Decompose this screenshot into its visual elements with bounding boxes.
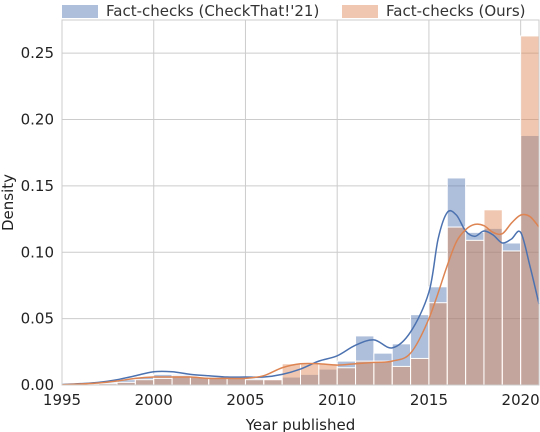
y-tick-label-0.10: 0.10 — [21, 243, 54, 261]
bar-series1-2019 — [501, 250, 522, 386]
legend-label-checkthat: Fact-checks (CheckThat!'21) — [106, 2, 320, 20]
bar-series1-2009 — [318, 363, 338, 386]
bars-layer — [61, 35, 540, 386]
y-axis-title: Density — [0, 174, 17, 231]
bar-series1-2013 — [391, 365, 412, 386]
y-tick-label-0.00: 0.00 — [21, 376, 54, 394]
x-tick-label-2015: 2015 — [410, 391, 448, 409]
y-tick-labels: 0.00 0.05 0.10 0.15 0.20 0.25 — [21, 44, 54, 394]
x-tick-label-2020: 2020 — [502, 391, 540, 409]
kde-line-series1 — [61, 213, 540, 386]
bar-series1-2008 — [300, 363, 320, 386]
bar-series1-2020 — [520, 35, 540, 386]
bar-series1-2000 — [153, 377, 173, 386]
y-tick-label-0.20: 0.20 — [21, 111, 54, 129]
bar-series1-2003 — [208, 377, 228, 386]
bar-series1-2005 — [244, 379, 265, 386]
y-tick-label-0.05: 0.05 — [21, 310, 54, 328]
bar-series1-2014 — [410, 357, 430, 386]
kde-line-series0 — [61, 209, 540, 386]
x-tick-label-2010: 2010 — [318, 391, 356, 409]
legend-item-checkthat: Fact-checks (CheckThat!'21) — [62, 2, 319, 20]
legend-swatch-ours — [342, 4, 378, 18]
plot-frame — [61, 19, 540, 386]
x-axis-title: Year published — [245, 416, 355, 432]
bar-series1-2012 — [373, 360, 393, 386]
legend-swatch-checkthat — [62, 4, 98, 18]
legend-label-ours: Fact-checks (Ours) — [386, 2, 526, 20]
bar-series1-2017 — [465, 239, 485, 386]
x-tick-label-1995: 1995 — [43, 391, 81, 409]
bar-series1-2015 — [428, 302, 448, 386]
bar-series1-2011 — [355, 360, 375, 386]
y-tick-label-0.25: 0.25 — [21, 44, 54, 62]
legend-item-ours: Fact-checks (Ours) — [342, 2, 525, 20]
y-tick-label-0.15: 0.15 — [21, 177, 54, 195]
x-tick-label-2000: 2000 — [135, 391, 173, 409]
bar-series1-2004 — [226, 377, 246, 386]
x-tick-label-2005: 2005 — [226, 391, 264, 409]
bar-series1-1999 — [134, 379, 155, 386]
x-tick-labels: 1995 2000 2005 2010 2015 2020 — [43, 391, 540, 409]
bar-series1-2010 — [336, 367, 357, 386]
bar-series1-2016 — [446, 226, 467, 386]
kde-layer — [61, 209, 540, 386]
bar-series1-2006 — [263, 379, 283, 386]
legend: Fact-checks (CheckThat!'21) Fact-checks … — [0, 0, 540, 20]
bar-series1-2018 — [483, 209, 503, 386]
